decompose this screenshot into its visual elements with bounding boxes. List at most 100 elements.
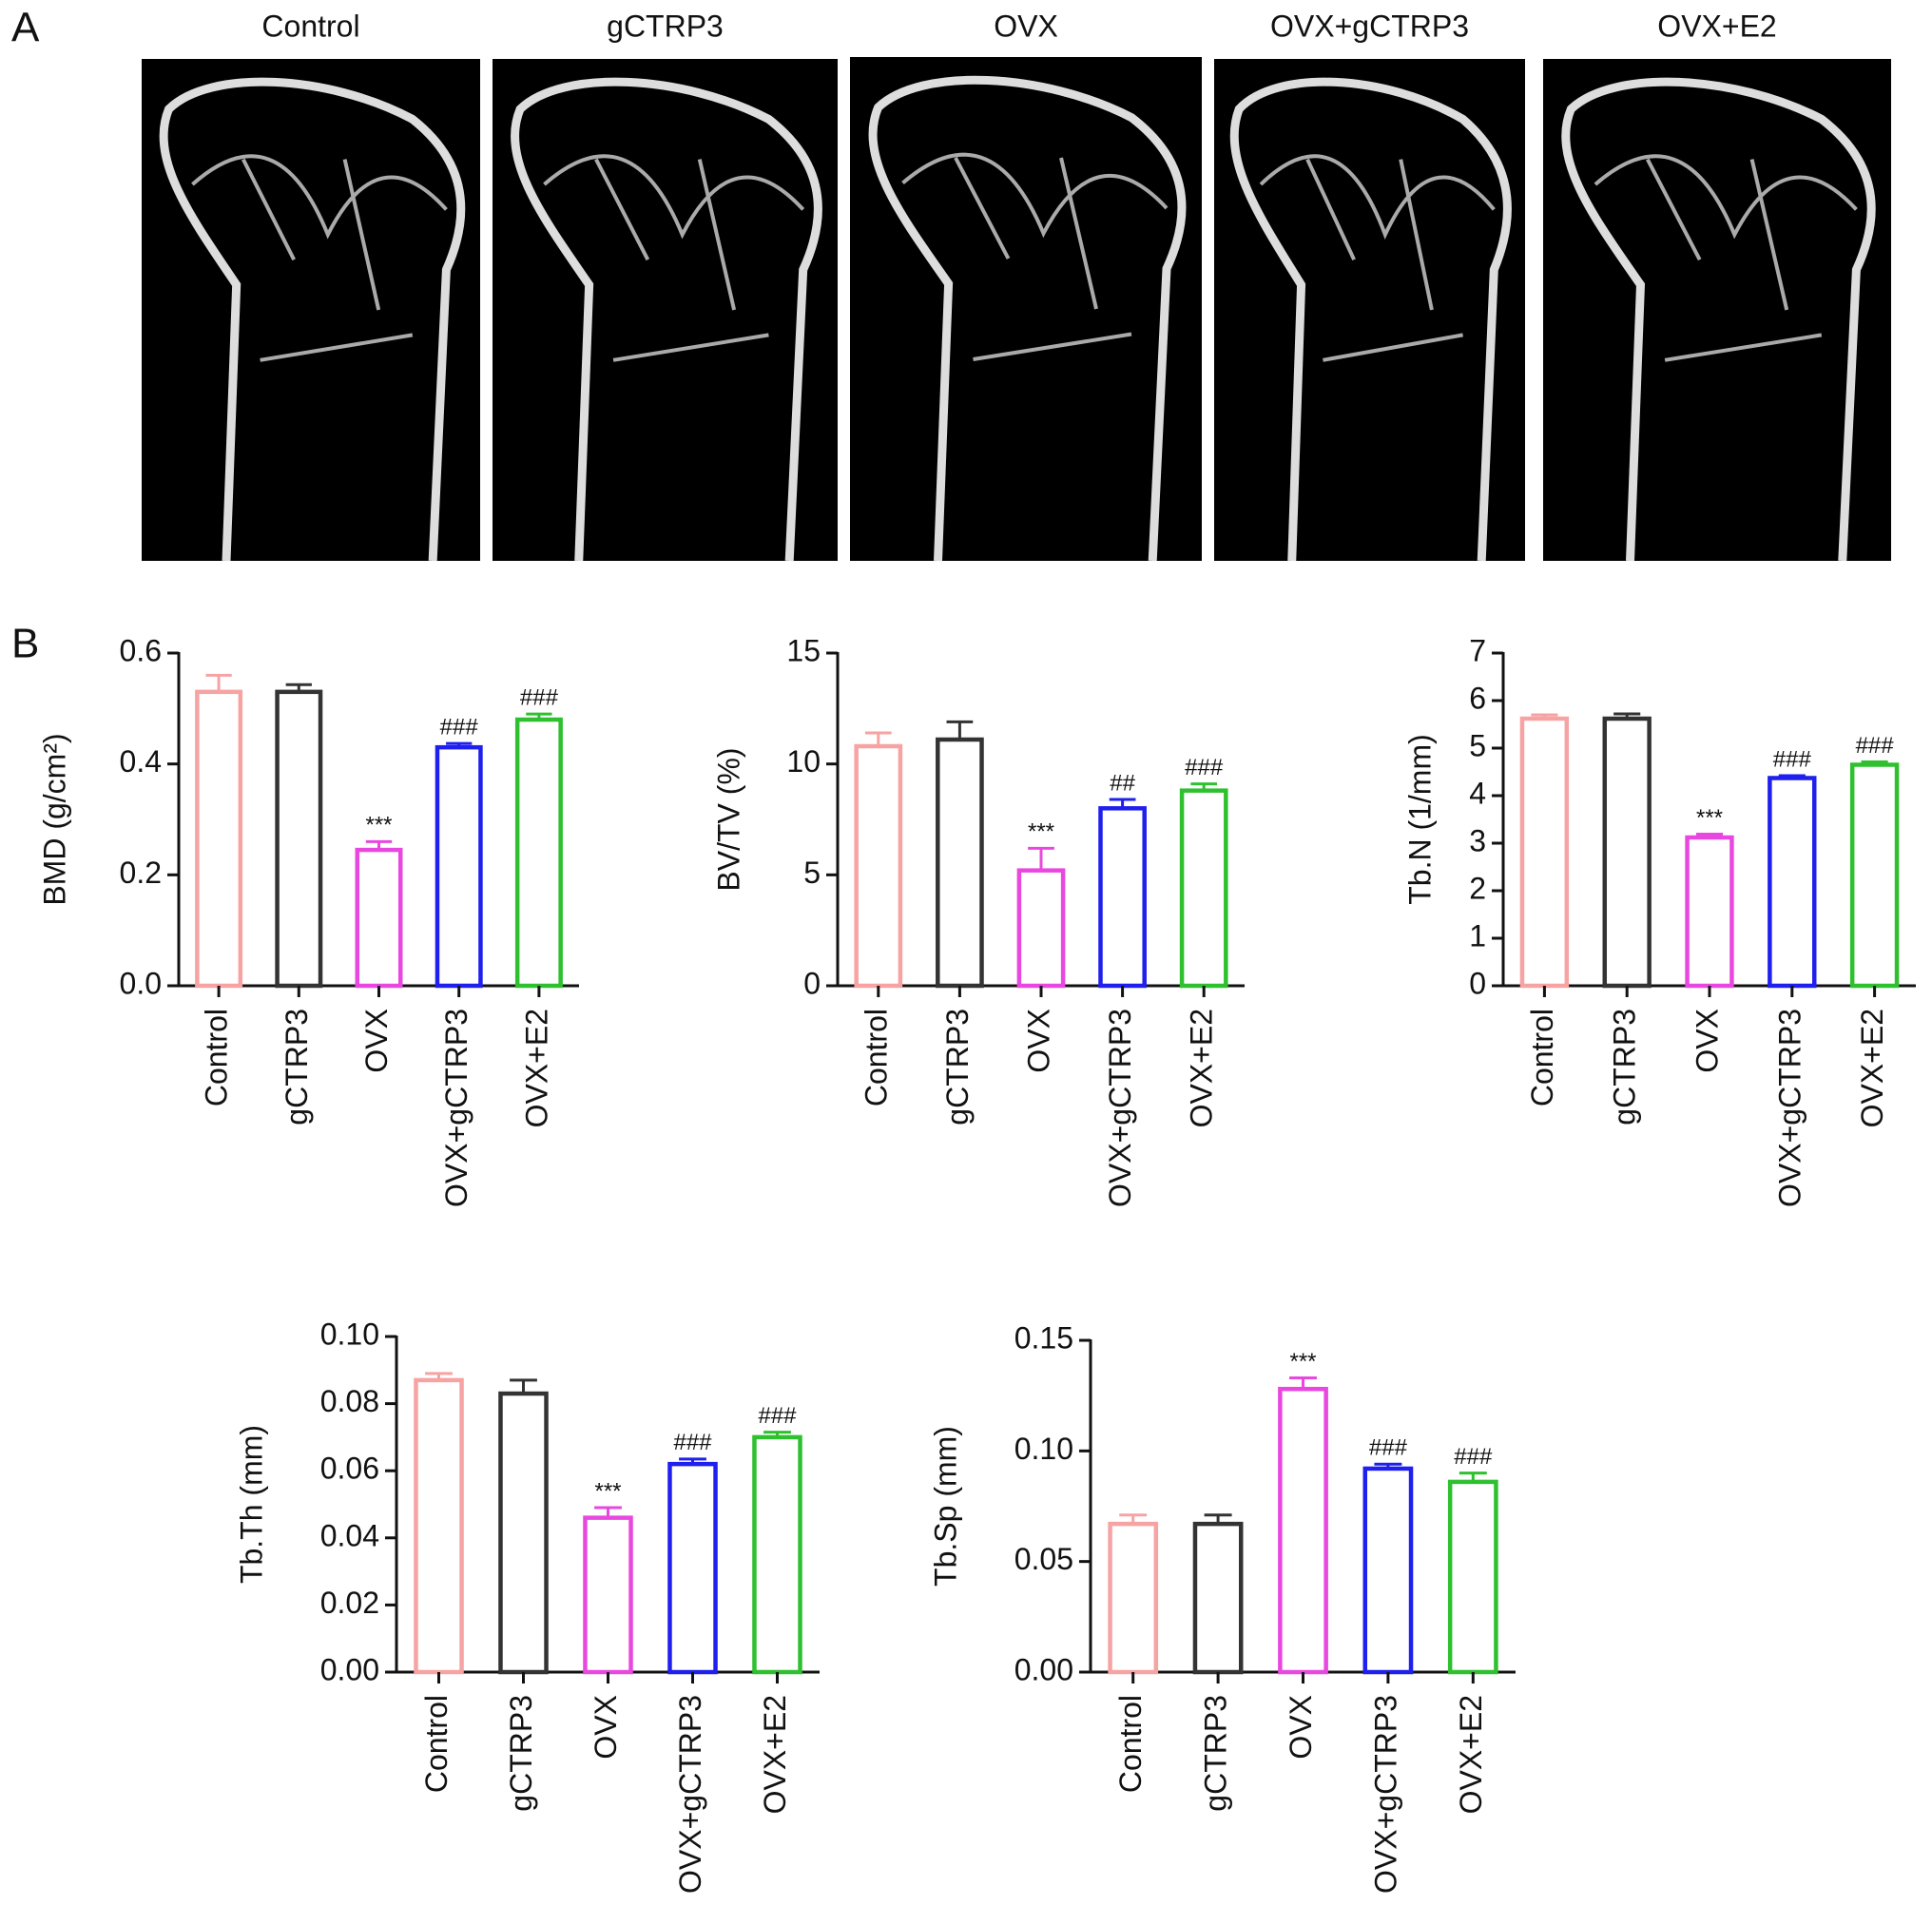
- significance-mark: ##: [1110, 770, 1135, 796]
- significance-mark: ###: [1856, 733, 1895, 759]
- image-label: Control: [261, 9, 359, 43]
- bar: [414, 1377, 464, 1675]
- x-tick-label: OVX+gCTRP3: [439, 1009, 473, 1207]
- y-tick-label: 0.00: [320, 1652, 379, 1686]
- bone-trabecular: [1259, 154, 1496, 362]
- significance-mark: ***: [1028, 819, 1054, 845]
- x-tick-label: OVX: [1690, 1009, 1724, 1073]
- x-tick-label: OVX: [589, 1695, 623, 1760]
- x-tick-label: OVX+gCTRP3: [673, 1695, 707, 1894]
- y-axis-label: Tb.Sp (mm): [928, 1426, 962, 1587]
- bar: [1179, 788, 1228, 989]
- image-label: OVX: [994, 9, 1058, 43]
- significance-mark: ***: [1696, 805, 1723, 831]
- image-label: gCTRP3: [607, 9, 724, 43]
- significance-mark: ###: [758, 1403, 797, 1429]
- bar: [1447, 1479, 1498, 1675]
- significance-mark: ###: [1454, 1444, 1493, 1470]
- bar: [854, 743, 903, 989]
- x-tick-label: OVX: [359, 1009, 394, 1073]
- x-tick-label: Control: [419, 1695, 454, 1793]
- y-tick-label: 7: [1469, 633, 1486, 667]
- x-tick-label: gCTRP3: [1608, 1009, 1642, 1126]
- x-tick-label: OVX+gCTRP3: [1368, 1695, 1402, 1894]
- image-label: OVX+E2: [1657, 9, 1776, 43]
- ct-image: [1214, 59, 1525, 561]
- bar: [195, 689, 243, 989]
- significance-mark: ###: [520, 685, 559, 711]
- y-tick-label: 3: [1469, 823, 1486, 857]
- y-tick-label: 15: [786, 633, 821, 667]
- bar: [583, 1515, 633, 1675]
- y-tick-label: 2: [1469, 871, 1486, 905]
- y-tick-label: 0.04: [320, 1518, 379, 1552]
- significance-mark: ###: [1773, 746, 1812, 772]
- y-tick-label: 5: [803, 856, 821, 890]
- bar: [1849, 762, 1900, 989]
- bone-cortex: [159, 77, 466, 562]
- bar: [1768, 776, 1817, 989]
- y-axis-label: BMD (g/cm²): [37, 733, 71, 905]
- significance-mark: ###: [440, 714, 479, 740]
- y-axis-label: Tb.N (1/mm): [1402, 734, 1437, 905]
- bar: [514, 717, 563, 989]
- x-tick-label: gCTRP3: [504, 1695, 538, 1812]
- panel-letter: B: [11, 621, 39, 667]
- ct-image: [142, 59, 480, 561]
- significance-mark: ***: [1289, 1349, 1316, 1375]
- x-tick-label: OVX+E2: [1454, 1695, 1488, 1814]
- bar: [435, 744, 483, 989]
- y-tick-label: 0: [803, 966, 821, 1000]
- significance-mark: ###: [1369, 1435, 1408, 1461]
- bone-trabecular: [901, 152, 1169, 361]
- x-tick-label: OVX+E2: [1855, 1009, 1889, 1127]
- y-tick-label: 0.02: [320, 1586, 379, 1620]
- x-tick-label: OVX: [1021, 1009, 1055, 1073]
- x-tick-label: OVX+E2: [519, 1009, 553, 1127]
- y-tick-label: 0.00: [1014, 1652, 1073, 1686]
- y-tick-label: 1: [1469, 918, 1486, 952]
- y-tick-label: 4: [1469, 776, 1486, 810]
- y-tick-label: 0.2: [120, 856, 162, 890]
- bar: [1098, 806, 1147, 989]
- bar: [1685, 835, 1734, 989]
- y-axis-label: Tb.Th (mm): [234, 1425, 268, 1584]
- x-tick-label: OVX: [1284, 1695, 1318, 1760]
- y-tick-label: 6: [1469, 681, 1486, 715]
- bar: [1602, 716, 1652, 989]
- bar: [1108, 1521, 1159, 1675]
- x-tick-label: Control: [200, 1009, 234, 1106]
- bar: [936, 737, 984, 989]
- y-tick-label: 0: [1469, 966, 1486, 1000]
- bone-trabecular: [191, 154, 448, 362]
- x-tick-label: OVX+E2: [758, 1695, 792, 1814]
- bar: [1519, 716, 1570, 989]
- y-tick-label: 0.10: [1014, 1432, 1073, 1466]
- x-tick-label: Control: [859, 1009, 893, 1106]
- y-tick-label: 0.15: [1014, 1320, 1073, 1355]
- x-tick-label: OVX+gCTRP3: [1103, 1009, 1137, 1207]
- y-tick-label: 0.4: [120, 744, 162, 779]
- x-tick-label: gCTRP3: [940, 1009, 975, 1126]
- bone-cortex: [1229, 77, 1512, 562]
- y-tick-label: 10: [786, 744, 821, 779]
- bone-trabecular: [543, 154, 805, 362]
- x-tick-label: gCTRP3: [1199, 1695, 1233, 1812]
- y-axis-label: BV/TV (%): [711, 747, 745, 891]
- bar: [667, 1461, 718, 1675]
- image-label: OVX+gCTRP3: [1270, 9, 1469, 43]
- bar: [275, 689, 323, 989]
- x-tick-label: Control: [1525, 1009, 1559, 1106]
- significance-mark: ###: [673, 1430, 712, 1455]
- panel-letter: A: [11, 5, 40, 51]
- bar: [1016, 868, 1066, 989]
- ct-image: [1543, 59, 1891, 561]
- bar: [1278, 1386, 1328, 1675]
- y-tick-label: 0.08: [320, 1384, 379, 1418]
- x-tick-label: OVX+E2: [1185, 1009, 1219, 1127]
- bone-cortex: [1561, 77, 1876, 562]
- y-tick-label: 0.06: [320, 1452, 379, 1486]
- ct-image: [850, 57, 1202, 561]
- bar: [1362, 1466, 1414, 1675]
- bar: [1192, 1521, 1244, 1675]
